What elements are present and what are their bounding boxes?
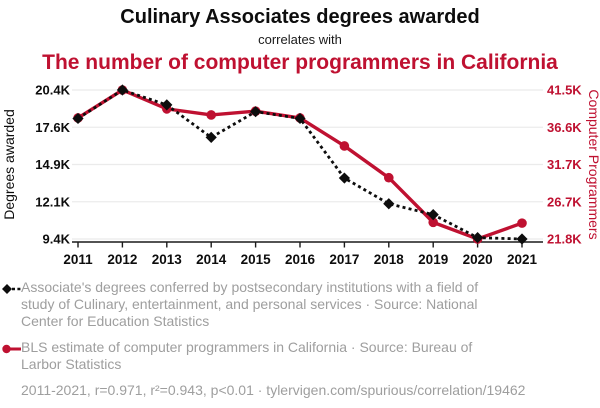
- svg-text:41.5K: 41.5K: [547, 83, 582, 98]
- correlation-chart: 20.4K 41.5K 17.6K 36.6K 14.9K 31.7K 12.1K 26.7K…: [0, 75, 600, 271]
- svg-text:Degrees awarded: Degrees awarded: [1, 109, 17, 220]
- svg-text:17.6K: 17.6K: [35, 120, 70, 135]
- black-diamond-series-icon: [2, 279, 21, 300]
- svg-text:2016: 2016: [285, 252, 316, 267]
- svg-text:2015: 2015: [241, 252, 272, 267]
- svg-text:2017: 2017: [329, 252, 359, 267]
- svg-text:2018: 2018: [374, 252, 405, 267]
- stats-footer: 2011-2021, r=0.971, r²=0.943, p<0.01 · t…: [21, 382, 526, 398]
- svg-text:20.4K: 20.4K: [35, 83, 70, 98]
- red-circle-series-icon: [2, 339, 21, 360]
- chart-header: Culinary Associates degrees awarded corr…: [0, 0, 600, 75]
- svg-text:26.7K: 26.7K: [547, 194, 582, 209]
- svg-text:2013: 2013: [152, 252, 183, 267]
- legend-item-degrees: Associate's degrees conferred by postsec…: [2, 279, 594, 330]
- svg-text:31.7K: 31.7K: [547, 157, 582, 172]
- svg-text:2019: 2019: [418, 252, 448, 267]
- svg-text:36.6K: 36.6K: [547, 120, 582, 135]
- svg-text:2012: 2012: [107, 252, 137, 267]
- legend-text-degrees: Associate's degrees conferred by postsec…: [21, 279, 479, 329]
- chart-legend: Associate's degrees conferred by postsec…: [0, 271, 600, 373]
- svg-text:Computer Programmers: Computer Programmers: [586, 89, 600, 239]
- svg-text:9.4K: 9.4K: [43, 232, 71, 247]
- svg-text:14.9K: 14.9K: [35, 157, 70, 172]
- svg-text:2021: 2021: [507, 252, 538, 267]
- svg-text:12.1K: 12.1K: [35, 194, 70, 209]
- svg-text:2020: 2020: [463, 252, 493, 267]
- svg-text:21.8K: 21.8K: [547, 232, 582, 247]
- svg-text:2014: 2014: [196, 252, 227, 267]
- page-title: Culinary Associates degrees awarded: [120, 6, 480, 28]
- svg-text:2011: 2011: [63, 252, 93, 267]
- legend-item-programmers: BLS estimate of computer programmers in …: [2, 339, 594, 373]
- legend-text-programmers: BLS estimate of computer programmers in …: [21, 339, 473, 372]
- correlates-with-label: correlates with: [258, 32, 342, 47]
- secondary-title: The number of computer programmers in Ca…: [42, 51, 558, 74]
- dual-axis-line-chart: 20.4K 41.5K 17.6K 36.6K 14.9K 31.7K 12.1K 26.7K…: [1, 83, 600, 268]
